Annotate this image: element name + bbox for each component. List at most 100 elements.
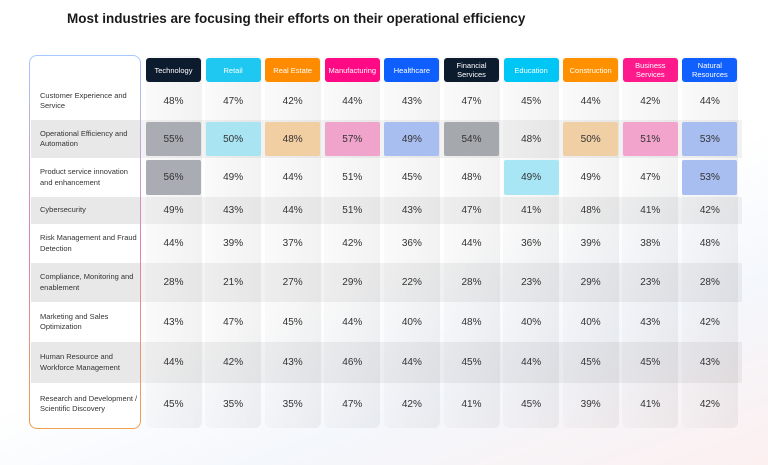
table-cell: 48%	[699, 238, 720, 249]
table-cell: 23%	[640, 277, 661, 288]
table-cell: 49%	[384, 122, 440, 156]
row-label: Product service innovation and enhanceme…	[40, 167, 128, 187]
table-cell: 48%	[163, 95, 184, 107]
table-cell: 53%	[682, 160, 738, 195]
column-bg	[145, 56, 202, 428]
table-cell: 41%	[461, 398, 482, 410]
table-cell: 41%	[640, 205, 661, 216]
column-bg	[562, 56, 619, 428]
table-cell: 51%	[622, 122, 678, 156]
page-title: Most industries are focusing their effor…	[67, 11, 526, 26]
table-cell: 47%	[461, 205, 482, 216]
column-header: Retail	[205, 58, 261, 82]
table-cell: 40%	[580, 316, 601, 328]
column-header: Education	[503, 58, 559, 82]
table-cell: 45%	[163, 398, 184, 410]
table-cell: 43%	[401, 205, 422, 216]
table-cell: 47%	[342, 398, 363, 410]
table-cell: 39%	[580, 238, 601, 249]
table-cell: 28%	[461, 277, 482, 288]
table-cell: 42%	[640, 95, 661, 107]
column-bg	[264, 56, 321, 428]
table-cell: 53%	[682, 122, 738, 156]
table-cell: 54%	[444, 122, 499, 156]
table-cell: 45%	[580, 357, 601, 368]
table-cell: 45%	[282, 316, 303, 328]
table-cell: 49%	[223, 172, 244, 183]
table-cell: 44%	[580, 95, 601, 107]
table-cell: 27%	[282, 277, 303, 288]
table-cell: 48%	[580, 205, 601, 216]
row-stripe	[30, 342, 742, 383]
row-stripe-label	[31, 342, 140, 383]
table-cell: 45%	[401, 172, 422, 183]
table-cell: 49%	[163, 205, 184, 216]
row-label: Human Resource and Workforce Management	[40, 352, 120, 372]
table-cell: 45%	[521, 398, 542, 410]
table-cell: 56%	[146, 160, 201, 195]
table-cell: 35%	[282, 398, 303, 410]
table-cell: 40%	[521, 316, 542, 328]
table-cell: 50%	[205, 122, 261, 156]
table-cell: 42%	[223, 357, 244, 368]
column-bg	[324, 56, 381, 428]
row-stripe-label	[31, 263, 140, 302]
row-stripe-label	[31, 197, 140, 224]
table-cell: 40%	[401, 316, 422, 328]
table-cell: 47%	[640, 172, 661, 183]
table-cell: 51%	[342, 205, 363, 216]
table-cell: 43%	[282, 357, 303, 368]
table-cell: 49%	[580, 172, 601, 183]
row-stripe	[30, 197, 742, 224]
table-cell: 44%	[461, 238, 482, 249]
table-cell: 51%	[342, 172, 363, 183]
column-bg	[622, 56, 679, 428]
table-cell: 42%	[699, 316, 720, 328]
table-cell: 48%	[521, 133, 542, 145]
table-cell: 28%	[699, 277, 720, 288]
column-bg	[503, 56, 560, 428]
table-cell: 41%	[640, 398, 661, 410]
column-bg	[205, 56, 262, 428]
column-bg	[443, 56, 500, 428]
column-header: Technology	[146, 58, 201, 82]
table-cell: 48%	[461, 172, 482, 183]
table-cell: 55%	[146, 122, 201, 156]
table-cell: 44%	[342, 95, 363, 107]
table-cell: 46%	[342, 357, 363, 368]
table-cell: 44%	[401, 357, 422, 368]
table-cell: 43%	[163, 316, 184, 328]
table-cell: 35%	[223, 398, 244, 410]
table-cell: 36%	[401, 238, 422, 249]
table-cell: 44%	[342, 316, 363, 328]
table-cell: 48%	[265, 122, 321, 156]
table-cell: 44%	[282, 205, 303, 216]
column-header: Financial Services	[444, 58, 499, 82]
table-cell: 45%	[521, 95, 542, 107]
table-cell: 45%	[461, 357, 482, 368]
row-label: Risk Management and Fraud Detection	[40, 233, 137, 253]
table-cell: 29%	[580, 277, 601, 288]
table-cell: 47%	[461, 95, 482, 107]
table-cell: 29%	[342, 277, 363, 288]
row-label-panel	[29, 55, 141, 429]
row-label: Cybersecurity	[40, 205, 86, 215]
table-cell: 28%	[163, 277, 184, 288]
table-cell: 41%	[521, 205, 542, 216]
table-cell: 39%	[223, 238, 244, 249]
table-cell: 43%	[640, 316, 661, 328]
table-cell: 21%	[223, 277, 244, 288]
table-cell: 47%	[223, 316, 244, 328]
table-cell: 38%	[640, 238, 661, 249]
table-cell: 50%	[563, 122, 619, 156]
table-cell: 48%	[461, 316, 482, 328]
row-label: Research and Development / Scientific Di…	[40, 393, 138, 414]
row-label: Marketing and Sales Optimization	[40, 311, 109, 332]
table-cell: 44%	[699, 95, 720, 107]
table-cell: 49%	[503, 160, 559, 195]
column-bg	[681, 56, 738, 428]
table-cell: 39%	[580, 398, 601, 410]
column-header: Healthcare	[384, 58, 440, 82]
column-header: Construction	[563, 58, 619, 82]
row-label: Compliance, Monitoring and enablement	[40, 272, 134, 292]
